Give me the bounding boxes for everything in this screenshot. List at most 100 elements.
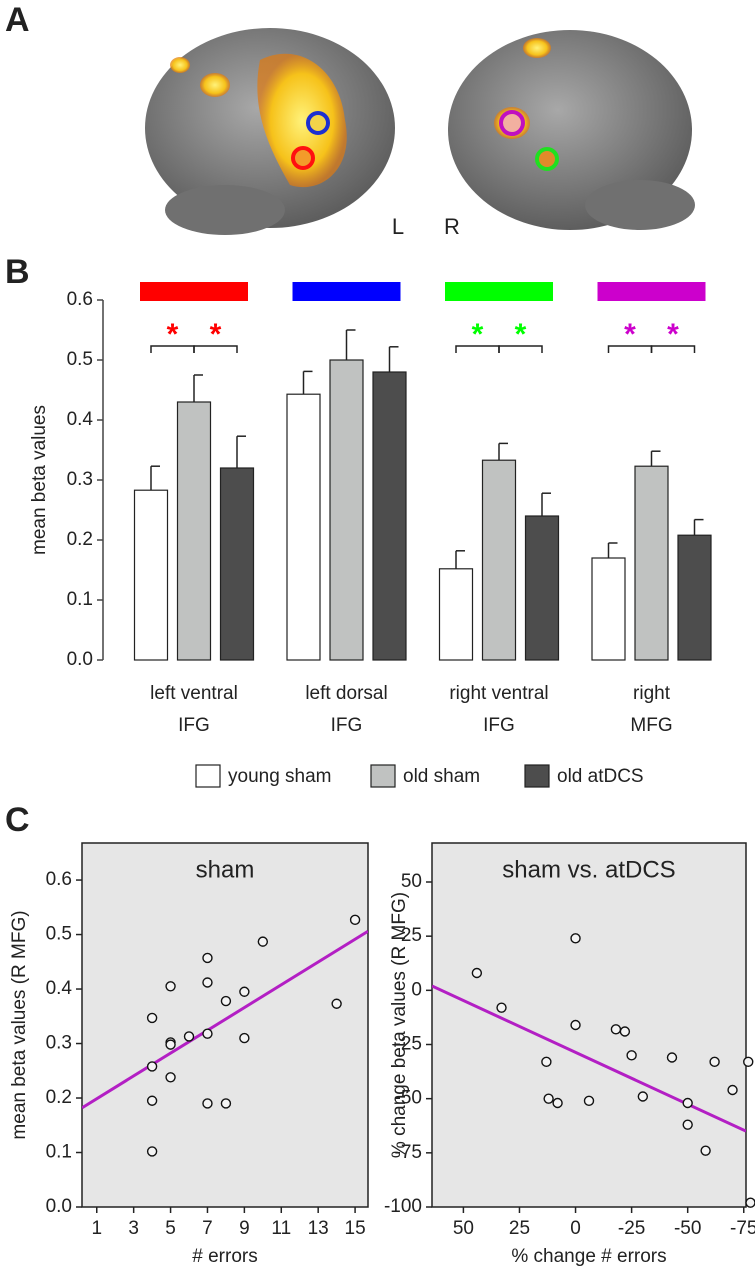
significance-bracket (193, 345, 238, 353)
legend-label: young sham (228, 766, 332, 787)
hemisphere-label: R (444, 214, 460, 239)
data-point (570, 933, 581, 944)
data-point (570, 1019, 581, 1031)
data-point (552, 1097, 563, 1109)
x-tick-label: left dorsal IFG (305, 683, 388, 736)
significance-bracket (498, 345, 543, 353)
y-tick-label: 0.4 (67, 409, 94, 430)
x-tick-label: 7 (202, 1218, 213, 1239)
x-axis-label: # errors (192, 1246, 257, 1267)
significance-star: * (472, 318, 484, 351)
x-tick-label: right MFG (630, 683, 673, 736)
y-tick-label: 0.2 (46, 1087, 72, 1108)
error-bar (150, 465, 160, 491)
error-bar (345, 329, 356, 360)
plot-area (81, 842, 369, 1208)
bar (329, 359, 364, 661)
x-tick-label: -75 (730, 1218, 755, 1239)
x-tick-label: 25 (509, 1218, 530, 1239)
y-tick-label: 0.3 (67, 469, 93, 490)
bar (176, 401, 212, 661)
data-point (619, 1026, 631, 1037)
x-tick-label: right ventral IFG (449, 683, 549, 736)
chart-title: sham vs. atDCS (502, 856, 675, 883)
data-point (146, 1146, 158, 1157)
y-axis-label: mean beta values (29, 405, 50, 555)
y-tick-label: 0.6 (67, 289, 93, 310)
hemisphere-label: L (392, 214, 404, 239)
x-tick-label: 13 (308, 1218, 329, 1239)
x-tick-label: 11 (271, 1218, 291, 1239)
x-tick-label: 50 (453, 1218, 474, 1239)
data-point (496, 1002, 507, 1013)
y-tick-label: 0.1 (67, 589, 93, 610)
data-point (583, 1095, 595, 1107)
data-point (220, 1098, 232, 1109)
bar (372, 371, 407, 661)
y-tick-label: 0.3 (46, 1033, 72, 1054)
y-tick-label: 0.1 (46, 1142, 72, 1163)
chart-title: sham (196, 856, 255, 883)
y-tick-label: 0.0 (46, 1196, 72, 1217)
data-point (709, 1056, 720, 1068)
y-axis-label: mean beta values (R MFG) (9, 910, 30, 1139)
fit-line (432, 984, 746, 1133)
data-point (610, 1024, 622, 1035)
y-tick-label: 0.5 (46, 924, 72, 945)
error-bar (650, 450, 661, 467)
data-point (700, 1145, 711, 1156)
bar (634, 465, 669, 661)
x-tick-label: 0 (570, 1218, 581, 1239)
data-point (165, 981, 176, 992)
region-color-bar (292, 282, 401, 301)
y-tick-label: -25 (395, 1034, 422, 1055)
data-point (202, 1098, 213, 1109)
y-axis-label: % change beta values (R MFG) (389, 892, 410, 1158)
bar (481, 459, 517, 661)
y-tick-label: 0.4 (46, 978, 73, 999)
x-tick-label: 3 (128, 1218, 139, 1239)
significance-star: * (515, 318, 527, 351)
significance-star: * (167, 318, 179, 351)
y-tick-label: 0.2 (67, 529, 93, 550)
legend-swatch (370, 764, 396, 788)
y-tick-label: -100 (384, 1196, 422, 1217)
data-point (349, 914, 361, 926)
data-point (626, 1050, 637, 1061)
bar (524, 515, 560, 661)
data-point (543, 1093, 554, 1104)
x-tick-label: 1 (91, 1218, 102, 1239)
error-bar (455, 550, 465, 569)
fit-line (82, 929, 368, 1110)
y-tick-label: -50 (395, 1088, 422, 1109)
data-point (202, 952, 213, 964)
y-tick-label: 0 (411, 979, 422, 1000)
bar (591, 557, 626, 661)
data-point (331, 998, 342, 1009)
data-point (165, 1072, 176, 1083)
error-bar (541, 492, 551, 516)
panel-label: B (5, 253, 30, 291)
error-bar (193, 374, 203, 402)
brain-right (448, 30, 695, 230)
y-tick-label: 0.0 (67, 649, 93, 670)
region-color-bar (445, 282, 553, 301)
data-point (257, 936, 269, 947)
error-bar (388, 346, 399, 372)
significance-bracket (650, 345, 696, 353)
plot-area (431, 842, 747, 1208)
error-bar (236, 435, 246, 468)
data-point (220, 995, 232, 1007)
region-color-bar (140, 282, 248, 301)
y-tick-label: 50 (401, 871, 422, 892)
significance-star: * (624, 318, 636, 351)
data-point (666, 1052, 678, 1063)
x-tick-label: 9 (239, 1218, 250, 1239)
bar (219, 467, 255, 661)
panel-label: C (5, 801, 30, 839)
data-point (165, 1039, 176, 1050)
data-point (239, 986, 250, 997)
bar (438, 568, 474, 661)
